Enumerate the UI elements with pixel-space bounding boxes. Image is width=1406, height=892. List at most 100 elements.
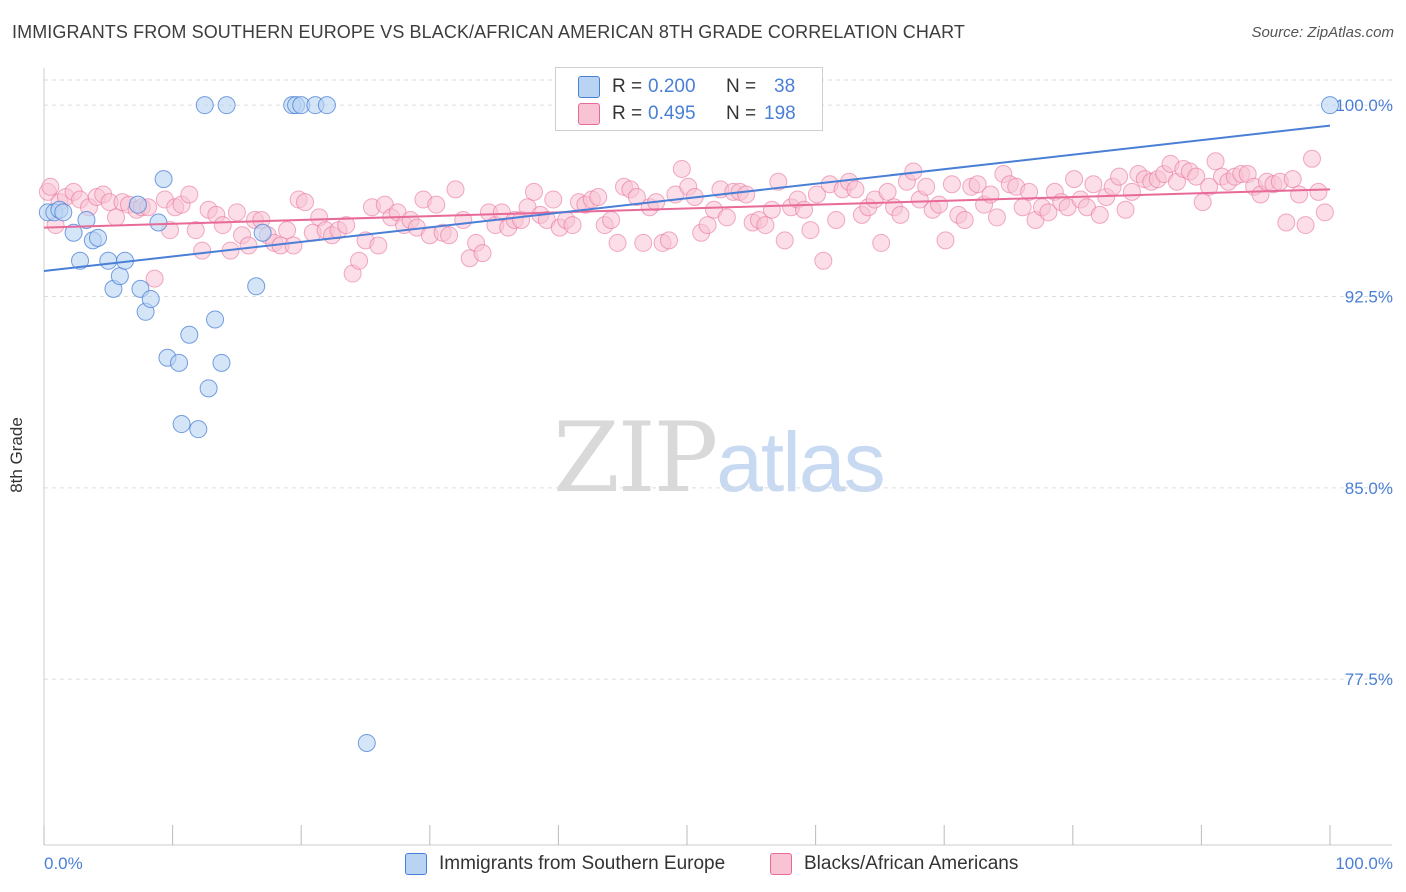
data-point-pink [814,251,833,270]
legend-n-label: N = [726,76,757,97]
data-point-blue [99,251,118,270]
trend-line-blue [43,124,1331,272]
series-legend: Immigrants from Southern Europe Blacks/A… [0,853,1406,877]
data-point-pink [1277,213,1296,232]
data-point-pink [1110,167,1129,186]
data-point-pink [717,208,736,227]
data-point-pink [634,233,653,252]
data-point-pink [1302,149,1321,168]
data-point-blue [54,203,73,222]
data-point-blue [141,290,160,309]
data-point-blue [128,195,147,214]
data-point-pink [762,200,781,219]
data-point-blue [149,213,168,232]
legend-swatch-pink [578,103,600,125]
data-point-blue [77,210,96,229]
data-point-blue [212,353,231,372]
data-point-blue [317,96,336,115]
legend-swatch-blue [405,853,427,875]
data-point-pink [1290,185,1309,204]
data-point-pink [602,210,621,229]
data-point-pink [193,241,212,260]
data-point-pink [1065,170,1084,189]
data-point-pink [278,221,297,240]
data-point-pink [917,177,936,196]
data-point-pink [942,175,961,194]
data-point-blue [172,415,191,434]
data-point-pink [337,216,356,235]
y-tick-label: 92.5% [1345,288,1393,307]
data-point-pink [440,226,459,245]
x-tick-label-max: 100.0% [1335,854,1393,873]
legend-swatch-pink [770,853,792,875]
data-point-pink [698,216,717,235]
data-point-pink [775,231,794,250]
data-point-pink [1309,182,1328,201]
legend-item-immigrants[interactable]: Immigrants from Southern Europe [405,853,725,875]
data-point-blue [110,267,129,286]
data-point-pink [227,203,246,222]
watermark-atlas: atlas [716,415,885,509]
data-point-pink [795,200,814,219]
data-point-pink [1283,170,1302,189]
legend-r-value: 0.200 [648,76,696,97]
legend-swatch-blue [578,76,600,98]
data-point-pink [41,177,60,196]
data-point-pink [955,210,974,229]
watermark: ZIPatlas [553,402,886,514]
data-point-pink [801,221,820,240]
legend-n-value: 38 [774,76,796,97]
data-point-pink [659,231,678,250]
legend-r-value: 0.495 [648,103,696,124]
data-point-blue [180,325,199,344]
data-point-blue [170,353,189,372]
y-tick-label: 100.0% [1335,96,1393,115]
data-point-pink [872,233,891,252]
data-point-pink [1116,200,1135,219]
series-immigrants-southern-europe [38,96,1339,752]
data-point-blue [195,96,214,115]
data-point-pink [987,208,1006,227]
data-point-pink [213,216,232,235]
data-point-pink [1084,175,1103,194]
data-point-blue [189,420,208,439]
data-point-pink [1090,205,1109,224]
data-point-pink [350,251,369,270]
data-point-blue [154,170,173,189]
data-point-blue [89,228,108,247]
data-point-pink [878,182,897,201]
data-point-pink [891,205,910,224]
data-point-pink [180,185,199,204]
data-point-pink [807,185,826,204]
data-point-pink [145,269,164,288]
legend-r-label: R = [612,103,643,124]
data-point-blue [253,223,272,242]
data-point-pink [1013,198,1032,217]
data-point-pink [107,208,126,227]
data-point-pink [1315,203,1334,222]
legend-n-value: 198 [764,103,796,124]
data-point-pink [1122,182,1141,201]
data-point-blue [71,251,90,270]
data-point-pink [1039,203,1058,222]
legend-item-blacks[interactable]: Blacks/African Americans [770,853,1018,875]
legend-r-label: R = [612,76,643,97]
data-point-pink [284,236,303,255]
legend-label: Blacks/African Americans [804,853,1019,874]
data-point-pink [239,236,258,255]
trend-lines [43,124,1331,272]
data-point-pink [446,180,465,199]
legend-n-label: N = [726,103,757,124]
data-point-pink [846,180,865,199]
data-point-blue [64,223,83,242]
chart-title: IMMIGRANTS FROM SOUTHERN EUROPE VS BLACK… [12,22,965,42]
data-point-pink [589,188,608,207]
data-point-blue [199,379,218,398]
data-point-pink [524,182,543,201]
data-point-pink [544,190,563,209]
data-point-pink [296,193,315,212]
data-point-blue [357,733,376,752]
data-point-pink [563,216,582,235]
data-point-pink [427,195,446,214]
y-tick-label: 77.5% [1345,670,1393,689]
